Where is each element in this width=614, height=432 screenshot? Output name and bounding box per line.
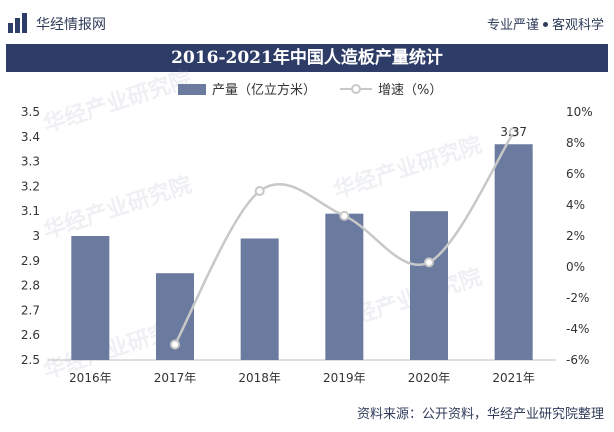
- slogan-dot-icon: [542, 22, 548, 27]
- y-left-tick-label: 2.8: [21, 279, 40, 293]
- y-right-tick-label: 8%: [566, 136, 585, 150]
- growth-point: [170, 339, 180, 350]
- brand-name: 华经情报网: [36, 17, 106, 33]
- x-tick-label: 2016年: [69, 371, 112, 385]
- y-right-tick-label: 6%: [566, 167, 585, 181]
- data-label: 3.37: [500, 125, 527, 139]
- y-right-tick-label: 10%: [566, 105, 593, 119]
- x-tick-label: 2019年: [323, 371, 366, 385]
- bar: [240, 238, 279, 360]
- bar: [71, 236, 110, 360]
- y-left-tick-label: 2.5: [21, 353, 40, 367]
- x-tick-label: 2021年: [492, 371, 535, 385]
- y-left-tick-label: 3.4: [21, 130, 40, 144]
- slogan: 专业严谨 客观科学: [487, 14, 604, 33]
- growth-point: [254, 186, 265, 197]
- source-note: 资料来源：公开资料，华经产业研究院整理: [356, 407, 604, 422]
- legend-bar-label: 产量（亿立方米）: [212, 82, 316, 98]
- y-left-tick-label: 2.6: [21, 328, 40, 342]
- x-tick-label: 2018年: [238, 371, 281, 385]
- y-right-tick-label: 4%: [566, 198, 585, 212]
- legend-line-label: 增速（%）: [378, 83, 442, 98]
- y-left-tick-label: 3.1: [21, 204, 40, 218]
- x-tick-label: 2020年: [408, 371, 451, 385]
- chart-area: 产量（亿立方米） 增速（%） 2.5 2.6 2.7 2.8 2.9 3 3.1 3.2 3.3 3.…: [21, 82, 593, 385]
- x-tick-label: 2017年: [154, 371, 197, 385]
- growth-point: [508, 127, 519, 138]
- title-band: 2016-2021年中国人造板产量统计: [6, 44, 608, 72]
- y-left-tick-label: 3.3: [21, 155, 40, 169]
- y-left-tick-label: 2.7: [21, 303, 40, 317]
- logo-icon: [8, 13, 27, 33]
- y-left-tick-label: 3.2: [21, 179, 40, 193]
- growth-point: [339, 210, 350, 221]
- top-bar: 华经情报网 专业严谨 客观科学: [0, 0, 614, 44]
- y-right-tick-label: 0%: [566, 260, 585, 274]
- y-right-tick-label: -2%: [566, 291, 589, 305]
- legend-bar-swatch: [178, 84, 206, 95]
- y-left-tick-label: 3.5: [21, 105, 40, 119]
- legend-line-marker: [351, 84, 361, 94]
- bar: [325, 213, 364, 360]
- y-right-tick-label: -6%: [566, 353, 589, 367]
- y-right-tick-label: 2%: [566, 229, 585, 243]
- y-left-tick-label: 2.9: [21, 254, 40, 268]
- slogan-right: 客观科学: [551, 18, 604, 33]
- chart-title: 2016-2021年中国人造板产量统计: [171, 48, 443, 68]
- y-left-tick-label: 3: [32, 229, 40, 243]
- bar: [494, 144, 533, 360]
- slogan-left: 专业严谨: [486, 18, 539, 33]
- growth-point: [424, 257, 434, 268]
- y-right-tick-label: -4%: [566, 322, 589, 336]
- bar: [410, 211, 448, 360]
